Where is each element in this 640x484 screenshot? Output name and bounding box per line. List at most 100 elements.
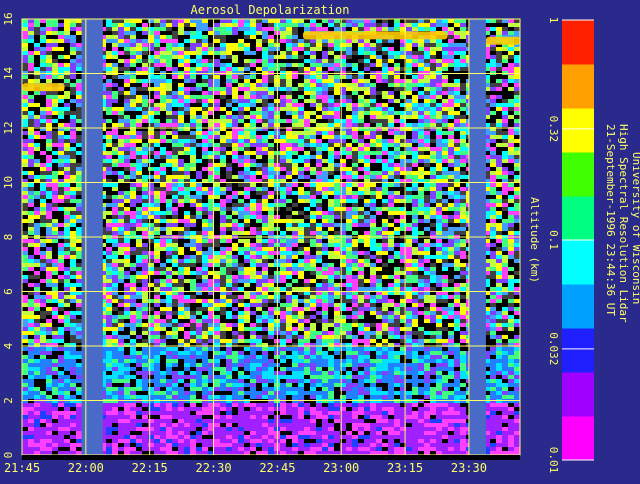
field-cell [64, 227, 70, 231]
field-cell [490, 199, 496, 203]
field-cell [64, 155, 70, 159]
field-cell [106, 59, 112, 63]
field-cell [40, 215, 46, 219]
field-cell [382, 119, 388, 123]
field-cell [130, 239, 136, 243]
field-cell [178, 135, 184, 139]
field-cell [118, 111, 124, 115]
field-cell [160, 243, 166, 247]
field-cell [268, 75, 274, 79]
field-cell [496, 135, 502, 139]
field-cell [100, 155, 106, 159]
field-cell [292, 39, 298, 43]
field-cell [40, 111, 46, 115]
field-cell [232, 163, 238, 167]
field-cell [22, 171, 28, 175]
field-cell [238, 215, 244, 219]
field-cell [340, 239, 346, 243]
field-cell [298, 95, 304, 99]
field-cell [70, 215, 76, 219]
field-cell [322, 51, 328, 55]
field-cell [298, 239, 304, 243]
field-cell [40, 143, 46, 147]
field-cell [406, 75, 412, 79]
field-cell [28, 95, 34, 99]
field-cell [376, 139, 382, 143]
field-cell [112, 95, 118, 99]
field-cell [46, 195, 52, 199]
field-cell [286, 191, 292, 195]
field-cell [376, 179, 382, 183]
field-cell [106, 183, 112, 187]
field-cell [406, 179, 412, 183]
field-cell [76, 87, 82, 91]
field-cell [460, 199, 466, 203]
field-cell [106, 75, 112, 79]
field-cell [436, 111, 442, 115]
field-cell [418, 91, 424, 95]
field-cell [340, 195, 346, 199]
field-cell [166, 215, 172, 219]
field-cell [424, 39, 430, 43]
field-cell [346, 187, 352, 191]
field-cell [238, 163, 244, 167]
field-cell [448, 31, 454, 35]
field-cell [160, 67, 166, 71]
field-cell [502, 127, 508, 131]
field-cell [154, 135, 160, 139]
field-cell [382, 111, 388, 115]
field-cell [304, 211, 310, 215]
field-cell [406, 239, 412, 243]
field-cell [460, 243, 466, 247]
field-cell [214, 39, 220, 43]
field-cell [388, 143, 394, 147]
field-cell [100, 135, 106, 139]
field-cell [154, 39, 160, 43]
field-cell [160, 51, 166, 55]
field-cell [268, 171, 274, 175]
field-cell [244, 111, 250, 115]
field-cell [184, 35, 190, 39]
field-cell [244, 227, 250, 231]
field-cell [202, 115, 208, 119]
field-cell [418, 39, 424, 43]
field-cell [238, 199, 244, 203]
field-cell [286, 223, 292, 227]
field-cell [148, 119, 154, 123]
field-cell [34, 123, 40, 127]
field-cell [76, 163, 82, 167]
field-cell [46, 31, 52, 35]
field-cell [370, 79, 376, 83]
field-cell [58, 47, 64, 51]
field-cell [226, 167, 232, 171]
field-cell [262, 155, 268, 159]
field-cell [370, 59, 376, 63]
field-cell [220, 35, 226, 39]
field-cell [46, 135, 52, 139]
field-cell [358, 135, 364, 139]
field-cell [448, 219, 454, 223]
field-cell [46, 127, 52, 131]
field-cell [424, 243, 430, 247]
field-cell [316, 211, 322, 215]
field-cell [298, 87, 304, 91]
field-cell [196, 183, 202, 187]
field-cell [334, 27, 340, 31]
field-cell [304, 187, 310, 191]
field-cell [70, 179, 76, 183]
field-cell [430, 151, 436, 155]
field-cell [334, 139, 340, 143]
field-cell [214, 95, 220, 99]
field-cell [40, 19, 46, 23]
field-cell [190, 131, 196, 135]
field-cell [394, 231, 400, 235]
field-cell [310, 51, 316, 55]
field-cell [262, 43, 268, 47]
field-cell [244, 243, 250, 247]
field-cell [328, 163, 334, 167]
field-cell [382, 159, 388, 163]
field-cell [256, 135, 262, 139]
field-cell [226, 231, 232, 235]
field-cell [142, 143, 148, 147]
field-cell [256, 255, 262, 259]
